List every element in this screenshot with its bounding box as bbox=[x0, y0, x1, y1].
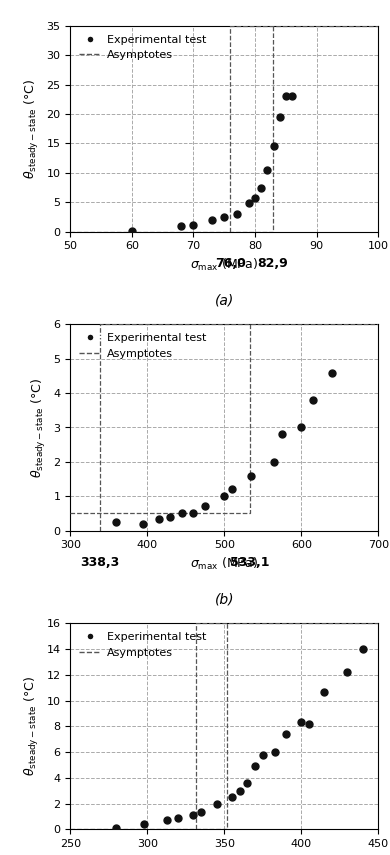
Point bbox=[298, 716, 305, 729]
Point bbox=[178, 220, 184, 233]
Text: (b): (b) bbox=[215, 593, 234, 606]
Point bbox=[234, 207, 240, 221]
Point bbox=[236, 784, 243, 798]
Point bbox=[190, 506, 197, 520]
Point bbox=[175, 811, 181, 825]
Point bbox=[248, 469, 254, 482]
Point bbox=[306, 716, 312, 730]
Point bbox=[321, 685, 328, 699]
Legend: Experimental test, Asymptotes: Experimental test, Asymptotes bbox=[76, 330, 209, 363]
Point bbox=[221, 489, 227, 503]
Y-axis label: $\theta_{\mathregular{steady-state}}$ (°C): $\theta_{\mathregular{steady-state}}$ (°… bbox=[23, 676, 41, 776]
Point bbox=[164, 813, 170, 827]
Point bbox=[246, 197, 252, 210]
Point bbox=[271, 455, 277, 469]
Point bbox=[113, 821, 120, 834]
Point bbox=[283, 728, 289, 741]
Point bbox=[264, 163, 271, 177]
Point bbox=[279, 428, 285, 441]
Y-axis label: $\theta_{\mathregular{steady-state}}$ (°C): $\theta_{\mathregular{steady-state}}$ (°… bbox=[23, 79, 41, 179]
Point bbox=[167, 510, 174, 523]
Point bbox=[209, 213, 215, 227]
Point bbox=[252, 191, 258, 204]
Point bbox=[360, 642, 366, 656]
Legend: Experimental test, Asymptotes: Experimental test, Asymptotes bbox=[76, 31, 209, 63]
Point bbox=[229, 790, 235, 804]
Point bbox=[252, 759, 258, 773]
Point bbox=[213, 797, 220, 811]
Point bbox=[258, 180, 264, 194]
Point bbox=[179, 506, 185, 520]
Point bbox=[202, 499, 208, 513]
Point bbox=[129, 224, 135, 238]
Text: (a): (a) bbox=[215, 293, 234, 308]
Point bbox=[283, 90, 289, 103]
X-axis label: $\sigma_{\mathregular{max}}$ (MPa): $\sigma_{\mathregular{max}}$ (MPa) bbox=[190, 556, 258, 572]
Point bbox=[270, 139, 277, 153]
Point bbox=[310, 393, 316, 407]
Point bbox=[289, 90, 295, 103]
Point bbox=[260, 748, 266, 762]
Point bbox=[272, 746, 278, 759]
Text: 76,0: 76,0 bbox=[215, 256, 246, 269]
Point bbox=[344, 665, 351, 679]
Point bbox=[198, 805, 204, 819]
Text: 533,1: 533,1 bbox=[230, 556, 269, 569]
Point bbox=[221, 210, 227, 224]
Point bbox=[156, 511, 162, 525]
Point bbox=[244, 776, 250, 790]
Text: 82,9: 82,9 bbox=[257, 256, 288, 269]
Point bbox=[140, 516, 147, 530]
Y-axis label: $\theta_{\mathregular{steady-state}}$ (°C): $\theta_{\mathregular{steady-state}}$ (°… bbox=[30, 378, 48, 477]
Point bbox=[113, 515, 120, 528]
Point bbox=[329, 366, 335, 380]
Point bbox=[190, 218, 197, 232]
Point bbox=[298, 421, 305, 434]
Point bbox=[190, 808, 197, 822]
X-axis label: $\sigma_{\mathregular{max}}$ (MPa): $\sigma_{\mathregular{max}}$ (MPa) bbox=[190, 257, 258, 273]
Text: 338,3: 338,3 bbox=[80, 556, 119, 569]
Legend: Experimental test, Asymptotes: Experimental test, Asymptotes bbox=[76, 628, 209, 661]
Point bbox=[229, 482, 235, 496]
Point bbox=[277, 110, 283, 124]
Point bbox=[141, 817, 147, 831]
